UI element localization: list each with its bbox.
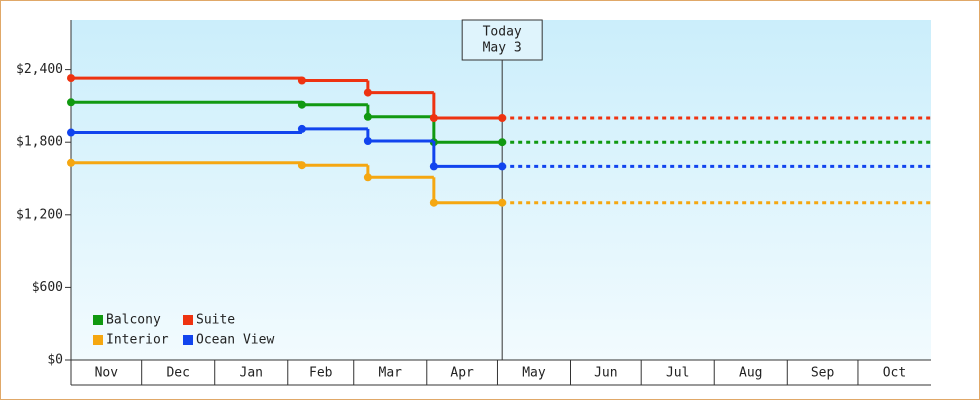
- point: [297, 124, 306, 133]
- legend-label: Interior: [106, 333, 169, 348]
- y-tick-label: $1,200: [16, 207, 63, 222]
- x-tick-label: Mar: [379, 366, 403, 381]
- today-box: [461, 19, 543, 61]
- legend-label: Ocean View: [196, 333, 274, 348]
- x-tick-label: Jun: [594, 366, 617, 381]
- point: [429, 198, 438, 207]
- point: [498, 138, 507, 147]
- point: [429, 114, 438, 123]
- y-tick-label: $600: [32, 280, 63, 295]
- point: [363, 136, 372, 145]
- point: [297, 100, 306, 109]
- x-tick-label: Aug: [739, 366, 762, 381]
- today-label: Today: [483, 25, 522, 40]
- point: [498, 198, 507, 207]
- x-tick-label: May: [522, 366, 546, 381]
- x-tick-label: Oct: [883, 366, 906, 381]
- x-tick-label: Jan: [240, 366, 263, 381]
- point: [498, 114, 507, 123]
- y-tick-label: $1,800: [16, 135, 63, 150]
- point: [363, 112, 372, 121]
- point: [297, 161, 306, 170]
- legend-label: Balcony: [106, 313, 161, 328]
- point: [67, 128, 75, 137]
- legend-swatch: [183, 335, 193, 345]
- y-tick-label: $0: [47, 353, 63, 368]
- x-tick-label: Dec: [166, 366, 189, 381]
- x-tick-label: Feb: [309, 366, 333, 381]
- x-tick-label: Apr: [450, 366, 474, 381]
- x-tick-label: Nov: [95, 366, 119, 381]
- point: [363, 88, 372, 97]
- y-tick-label: $2,400: [16, 62, 63, 77]
- point: [363, 173, 372, 182]
- point: [67, 158, 75, 167]
- x-tick-label: Jul: [666, 366, 689, 381]
- today-label: May 3: [483, 41, 522, 56]
- legend-label: Suite: [196, 313, 235, 328]
- point: [67, 74, 75, 83]
- point: [67, 98, 75, 107]
- point: [297, 76, 306, 85]
- legend-swatch: [183, 315, 193, 325]
- point: [498, 162, 507, 171]
- legend-swatch: [93, 335, 103, 345]
- point: [429, 162, 438, 171]
- plot-area: [71, 20, 931, 360]
- x-tick-label: Sep: [811, 366, 835, 381]
- legend-swatch: [93, 315, 103, 325]
